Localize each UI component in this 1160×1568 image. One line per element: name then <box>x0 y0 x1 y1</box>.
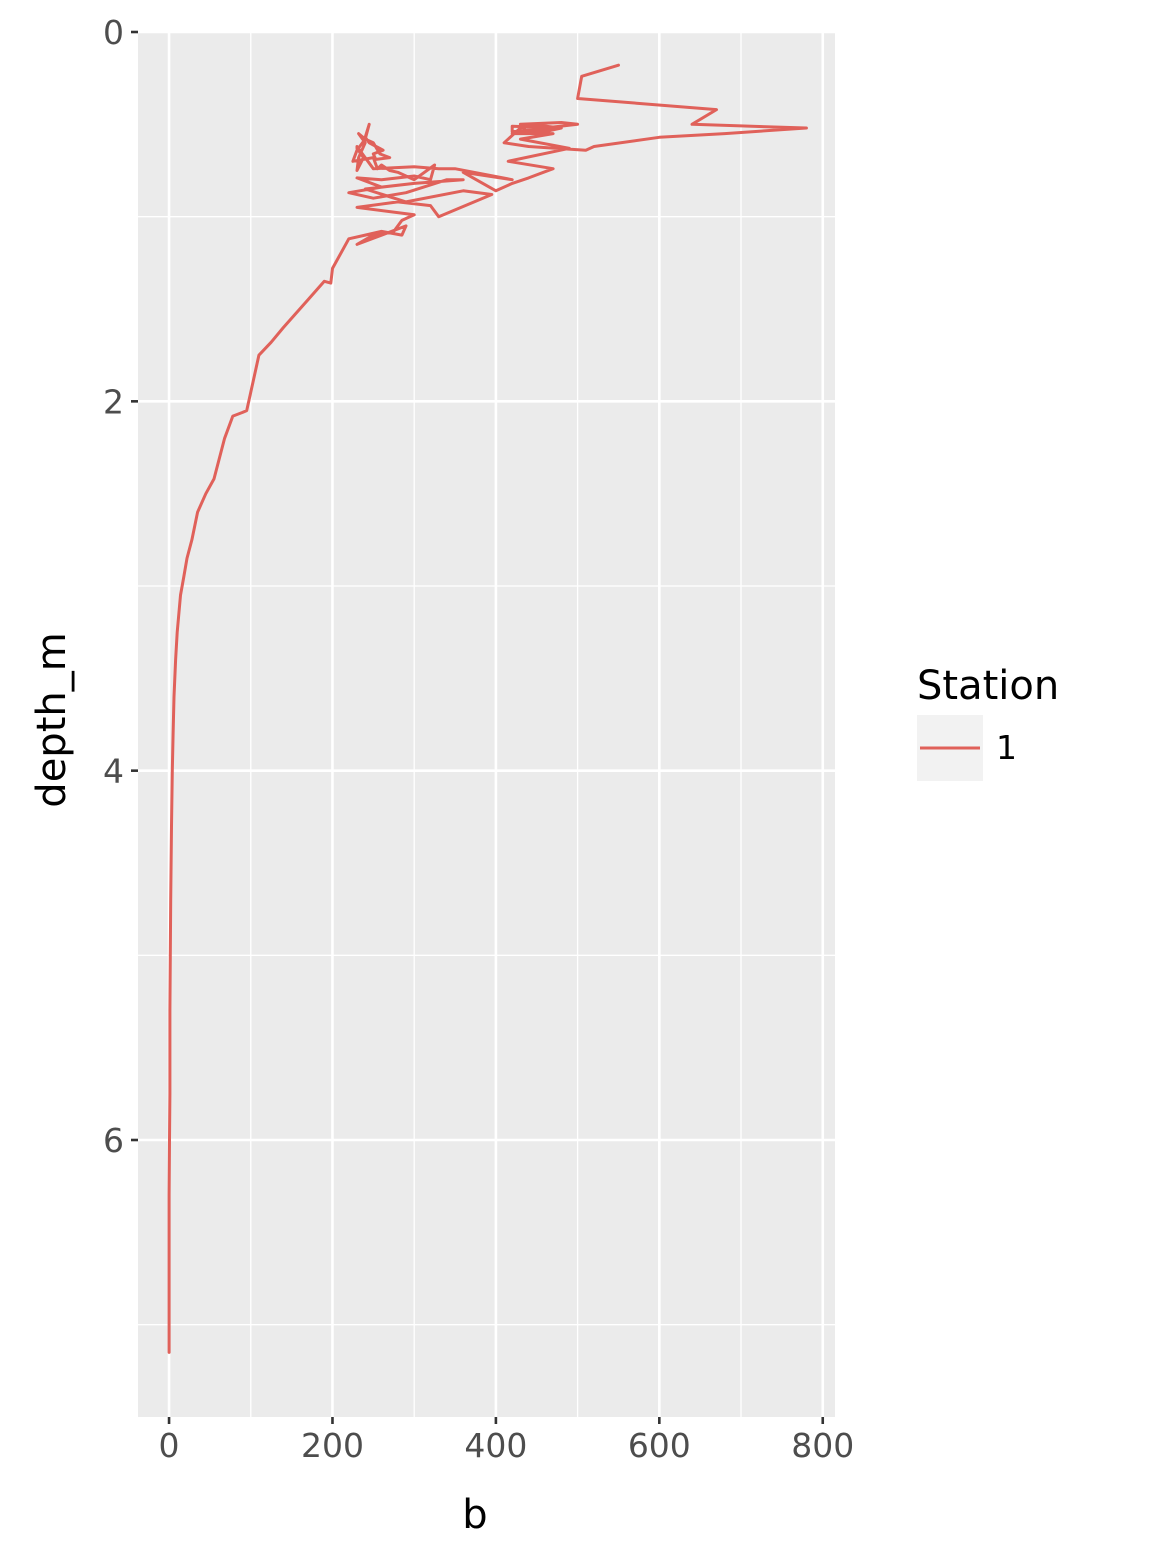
y-tick-label: 6 <box>103 1121 124 1160</box>
y-axis: 0 2 4 6 <box>103 13 138 1160</box>
plot-panel <box>138 32 835 1417</box>
y-axis-title: depth_m <box>29 632 75 807</box>
data-layer <box>167 63 808 1354</box>
y-tick-label: 2 <box>103 382 124 421</box>
minor-gridlines <box>138 32 835 1417</box>
major-gridlines <box>138 30 835 1417</box>
legend: Station 1 <box>917 663 1059 781</box>
x-tick-label: 800 <box>791 1426 854 1465</box>
x-tick-label: 600 <box>628 1426 691 1465</box>
y-tick-label: 0 <box>103 13 124 52</box>
x-axis: 0 200 400 600 800 <box>159 1417 854 1465</box>
legend-label: 1 <box>996 728 1017 767</box>
series-line-1 <box>167 63 808 1354</box>
x-axis-title: b <box>462 1492 487 1538</box>
x-tick-label: 400 <box>464 1426 527 1465</box>
x-tick-label: 200 <box>301 1426 364 1465</box>
legend-title: Station <box>917 663 1059 709</box>
y-tick-label: 4 <box>103 752 124 791</box>
x-tick-label: 0 <box>159 1426 180 1465</box>
